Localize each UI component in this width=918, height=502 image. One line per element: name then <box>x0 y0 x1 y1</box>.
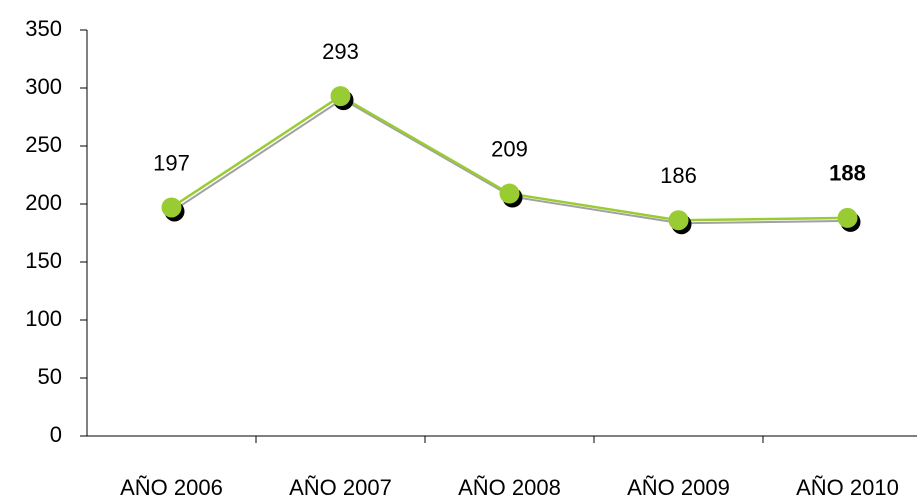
y-tick-label: 0 <box>50 422 62 447</box>
marker <box>668 210 689 231</box>
y-tick-label: 100 <box>25 306 62 331</box>
data-label: 186 <box>660 163 697 188</box>
y-tick-label: 50 <box>38 364 62 389</box>
data-label: 188 <box>829 161 866 186</box>
x-tick-label: AÑO 2010 <box>796 475 899 500</box>
x-tick-label: AÑO 2008 <box>458 475 561 500</box>
marker <box>837 207 858 228</box>
y-tick-label: 200 <box>25 190 62 215</box>
data-label: 197 <box>153 150 190 175</box>
marker <box>161 197 182 218</box>
y-tick-label: 350 <box>25 16 62 41</box>
x-tick-label: AÑO 2007 <box>289 475 392 500</box>
data-label: 293 <box>322 39 359 64</box>
x-tick-label: AÑO 2009 <box>627 475 730 500</box>
marker <box>499 183 520 204</box>
data-label: 209 <box>491 136 528 161</box>
marker <box>330 86 351 107</box>
y-tick-label: 300 <box>25 74 62 99</box>
x-tick-label: AÑO 2006 <box>120 475 223 500</box>
y-tick-label: 150 <box>25 248 62 273</box>
y-tick-label: 250 <box>25 132 62 157</box>
